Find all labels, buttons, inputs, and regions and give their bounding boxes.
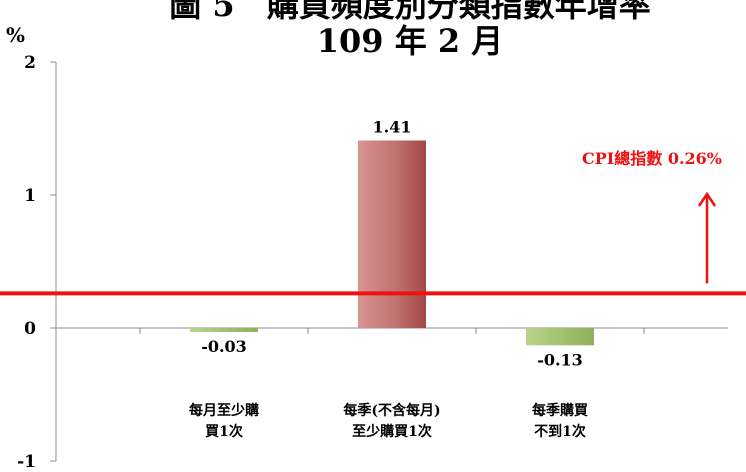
chart-title-line-1: 圖 5 購買頻度別分類指數年增率 — [169, 0, 650, 24]
x-tick-label: 買1次 — [205, 423, 243, 440]
data-label: 1.41 — [373, 117, 412, 136]
y-tick-label: -1 — [17, 452, 36, 472]
x-tick-label: 每季購買 — [532, 402, 589, 419]
x-tick-label: 至少購買1次 — [352, 423, 432, 440]
x-tick-label: 每季(不含每月) — [343, 402, 440, 419]
bars — [190, 140, 594, 346]
bar — [190, 328, 258, 332]
x-tick-label: 每月至少購 — [189, 402, 259, 419]
y-axis: 2 1 0 -1 — [17, 53, 57, 472]
y-tick-label: 1 — [24, 186, 36, 206]
data-label: -0.13 — [537, 350, 583, 369]
y-axis-unit-label: % — [6, 23, 25, 47]
value-labels: -0.03 1.41 -0.13 — [201, 117, 583, 369]
chart-title: 圖 5 購買頻度別分類指數年增率 109 年 2 月 — [169, 0, 650, 60]
bar — [526, 328, 594, 346]
x-tick-label: 不到1次 — [534, 423, 586, 440]
y-tick-label: 2 — [24, 53, 36, 73]
bar — [358, 140, 426, 328]
reference-line-group: CPI總指數 0.26% — [0, 149, 746, 296]
x-axis — [56, 327, 728, 334]
cpi-arrow-head — [697, 191, 717, 207]
cpi-reference-label: CPI總指數 0.26% — [582, 149, 722, 168]
data-label: -0.03 — [201, 337, 247, 356]
y-tick-label: 0 — [24, 319, 36, 339]
chart-title-line-2: 109 年 2 月 — [317, 22, 504, 60]
